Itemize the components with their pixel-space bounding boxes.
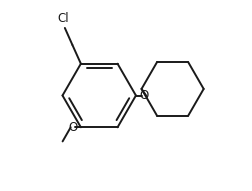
Text: Cl: Cl xyxy=(57,12,69,25)
Text: O: O xyxy=(139,89,148,102)
Text: O: O xyxy=(68,121,77,134)
